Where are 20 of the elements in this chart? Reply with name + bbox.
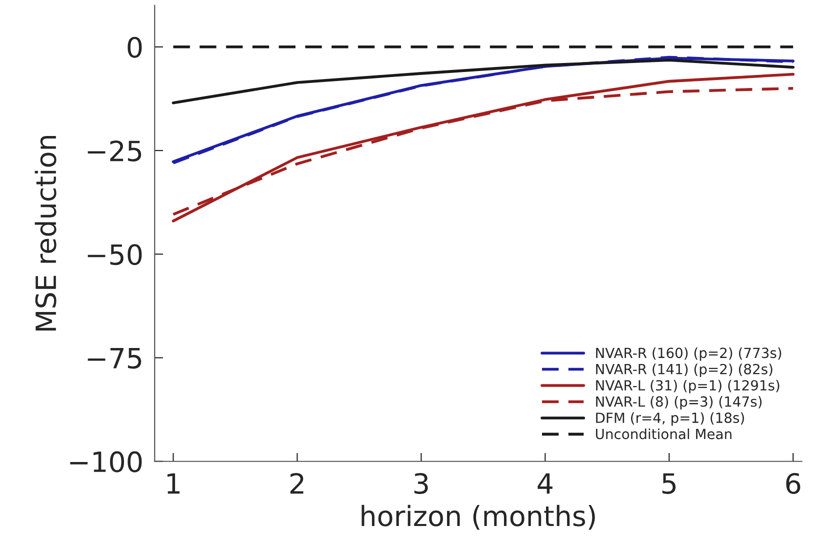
- y-tick-label: −100: [70, 451, 142, 472]
- x-tick-label: 6: [786, 472, 800, 494]
- y-tick-label: −25: [88, 140, 142, 162]
- legend-label: NVAR-L (31) (p=1) (1291s): [596, 380, 780, 394]
- legend-label: NVAR-R (141) (p=2) (82s): [596, 364, 772, 378]
- x-tick-label: 1: [167, 473, 180, 494]
- x-tick-label: 5: [662, 473, 676, 494]
- y-tick-label: −50: [88, 244, 142, 266]
- x-tick-label: 2: [290, 472, 304, 494]
- legend-label: NVAR-R (160) (p=2) (773s): [596, 347, 782, 361]
- legend-label: Unconditional Mean: [596, 428, 732, 440]
- y-tick-label: 0: [128, 36, 142, 58]
- y-tick-label: −75: [88, 348, 142, 369]
- legend-label: NVAR-L (8) (p=3) (147s): [596, 396, 762, 410]
- x-axis-title: horizon (months): [362, 504, 595, 530]
- y-axis-title: MSE reduction: [34, 136, 56, 330]
- x-tick-label: 4: [538, 473, 552, 494]
- line-series: [172, 58, 794, 104]
- x-tick-label: 3: [414, 472, 428, 494]
- legend-label: DFM (r=4, p=1) (18s): [596, 412, 744, 426]
